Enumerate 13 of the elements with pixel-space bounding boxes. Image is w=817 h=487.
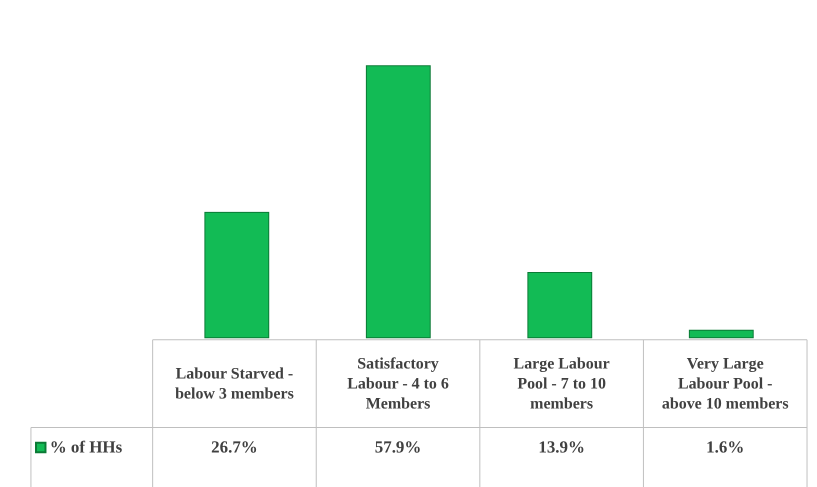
data-label: 13.9% — [538, 437, 585, 456]
data-label: 57.9% — [374, 437, 422, 456]
bar — [204, 212, 270, 338]
bar — [688, 330, 754, 338]
x-tick-label: Very Large Labour Pool - above 10 members — [662, 356, 789, 413]
data-label: 26.7% — [211, 437, 258, 456]
bar — [366, 65, 431, 338]
legend-label: % of HHs — [50, 437, 123, 456]
x-tick-label: Satisfactory Labour - 4 to 6 Members — [347, 356, 449, 413]
x-tick-label: Large Labour Pool - 7 to 10 members — [514, 356, 610, 413]
data-label: 1.6% — [706, 437, 744, 456]
bar — [527, 272, 592, 338]
x-tick-label: Labour Starved - below 3 members — [175, 366, 294, 403]
